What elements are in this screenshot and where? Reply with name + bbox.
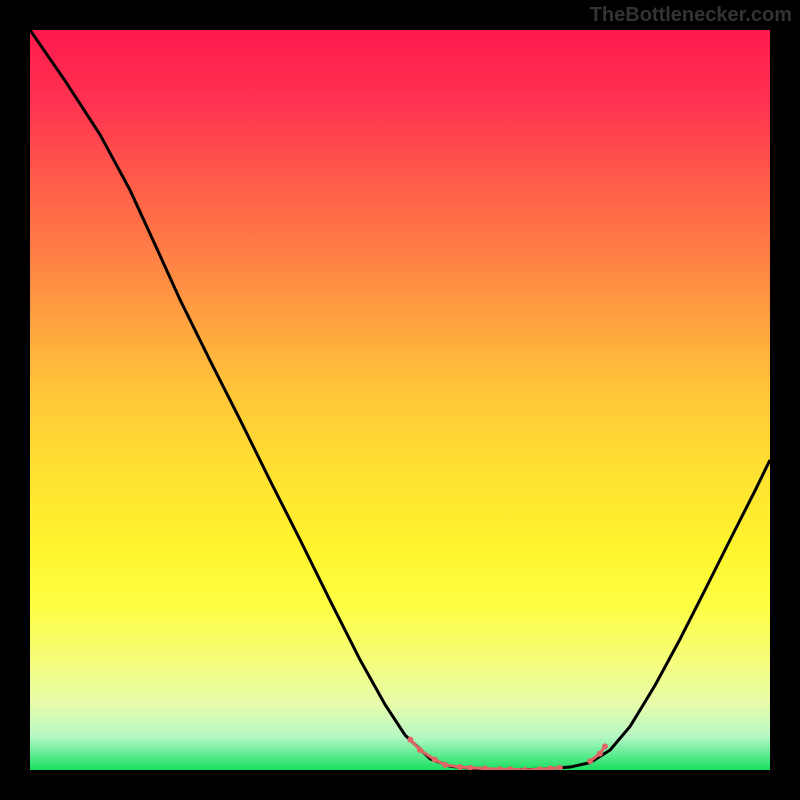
watermark-text: TheBottlenecker.com [590, 4, 792, 27]
marker-segment [410, 740, 559, 770]
marker-point [417, 747, 423, 753]
marker-point [457, 764, 463, 770]
plot-area [30, 30, 770, 770]
marker-point [467, 765, 473, 770]
marker-point [482, 766, 488, 770]
marker-point [432, 757, 438, 763]
marker-point [497, 766, 503, 770]
marker-point [442, 762, 448, 768]
marker-point [597, 751, 603, 757]
marker-point [507, 766, 513, 770]
marker-point [407, 737, 413, 743]
marker-point [547, 766, 553, 770]
marker-point [522, 767, 528, 770]
marker-point [587, 758, 593, 764]
curve-layer [30, 30, 770, 770]
marker-point [602, 743, 608, 749]
marker-point [537, 766, 543, 770]
main-curve [30, 30, 770, 770]
marker-point [557, 765, 563, 770]
